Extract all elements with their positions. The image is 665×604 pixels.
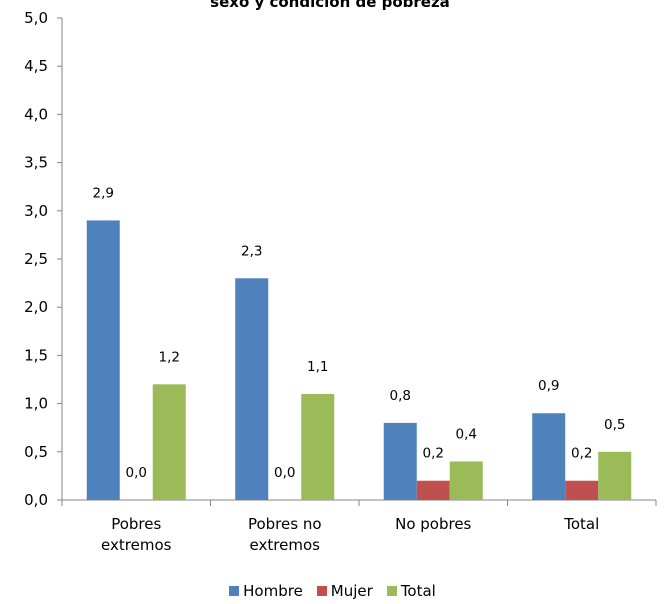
x-tick-label: Total bbox=[563, 515, 599, 533]
y-tick-label: 3,0 bbox=[24, 202, 48, 220]
x-tick-label: Pobres extremos bbox=[101, 515, 172, 554]
data-label: 0,0 bbox=[274, 465, 295, 481]
data-label: 1,2 bbox=[159, 349, 180, 365]
bar-total bbox=[301, 393, 335, 500]
legend-label: Mujer bbox=[330, 582, 373, 600]
legend-item-mujer: Mujer bbox=[316, 582, 373, 600]
bar-total bbox=[598, 451, 632, 500]
data-label: 0,2 bbox=[571, 446, 592, 462]
legend-item-total: Total bbox=[386, 582, 436, 600]
bar-total bbox=[449, 461, 483, 500]
y-tick-label: 4,0 bbox=[24, 105, 48, 123]
data-labels: 2,9 0,0 1,2 2,3 0,0 1,1 0,8 0,2 0,4 0,9 0,2 0,5 bbox=[93, 185, 626, 481]
legend-label: Hombre bbox=[243, 582, 303, 600]
x-tick-label: No pobres bbox=[395, 515, 471, 533]
data-label: 0,2 bbox=[423, 446, 444, 462]
y-tick-label: 2,0 bbox=[24, 298, 48, 316]
axes: 0,0 0,5 1,0 1,5 2,0 2,5 3,0 3,5 4,0 4,5 5,0 Pobres e… bbox=[24, 9, 657, 554]
y-tick-label: 0,0 bbox=[24, 491, 48, 509]
data-label: 0,4 bbox=[456, 426, 477, 442]
data-label: 0,5 bbox=[604, 417, 625, 433]
y-tick-label: 0,5 bbox=[24, 443, 48, 461]
y-tick-label: 4,5 bbox=[24, 57, 48, 75]
bar-mujer bbox=[416, 480, 450, 500]
y-tick-label: 5,0 bbox=[24, 9, 48, 27]
y-tick-label: 3,5 bbox=[24, 154, 48, 172]
bars bbox=[86, 220, 632, 500]
data-label: 1,1 bbox=[307, 359, 328, 375]
y-tick-label: 2,5 bbox=[24, 250, 48, 268]
data-label: 2,3 bbox=[241, 243, 262, 259]
legend: Hombre Mujer Total bbox=[0, 582, 665, 600]
bar-hombre bbox=[86, 220, 120, 500]
bar-hombre bbox=[532, 413, 566, 500]
bar-mujer bbox=[565, 480, 599, 500]
chart-title: sexo y condición de pobreza bbox=[210, 0, 450, 11]
y-tick-label: 1,5 bbox=[24, 346, 48, 364]
data-label: 0,0 bbox=[126, 465, 147, 481]
legend-swatch bbox=[386, 586, 397, 596]
legend-item-hombre: Hombre bbox=[229, 582, 303, 600]
data-label: 0,9 bbox=[538, 378, 559, 394]
x-tick-label: Pobres no extremos bbox=[248, 515, 322, 554]
legend-label: Total bbox=[400, 582, 436, 600]
data-label: 2,9 bbox=[93, 185, 114, 201]
bar-total bbox=[152, 384, 186, 500]
y-tick-label: 1,0 bbox=[24, 395, 48, 413]
bar-hombre bbox=[235, 278, 269, 500]
data-label: 0,8 bbox=[390, 388, 411, 404]
legend-swatch bbox=[229, 586, 240, 596]
legend-swatch bbox=[316, 586, 327, 596]
bar-hombre bbox=[383, 422, 417, 500]
